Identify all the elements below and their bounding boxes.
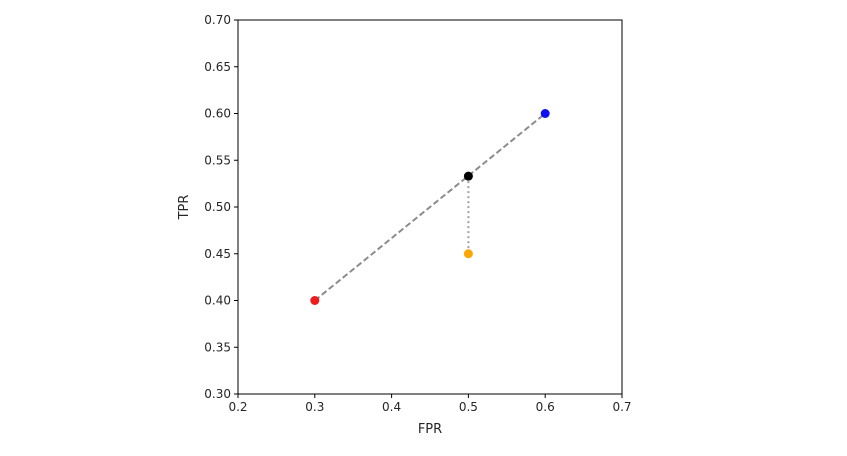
y-tick-label: 0.35 — [204, 340, 231, 354]
x-tick-label: 0.6 — [536, 400, 555, 414]
series-lines — [314, 112, 546, 302]
x-tick-label: 0.7 — [612, 400, 631, 414]
data-point — [463, 249, 473, 259]
y-tick-label: 0.60 — [204, 107, 231, 121]
x-tick-label: 0.3 — [305, 400, 324, 414]
data-points — [310, 109, 550, 305]
y-tick-label: 0.45 — [204, 247, 231, 261]
y-axis-label: TPR — [177, 195, 192, 221]
x-tick-label: 0.5 — [459, 400, 478, 414]
x-tick-label: 0.2 — [228, 400, 247, 414]
y-tick-label: 0.55 — [204, 153, 231, 167]
x-axis-ticks: 0.2 0.3 0.4 0.5 0.6 0.7 — [228, 394, 632, 414]
y-tick-label: 0.50 — [204, 200, 231, 214]
y-tick-label: 0.40 — [204, 294, 231, 308]
y-tick-label: 0.30 — [204, 387, 231, 401]
x-axis-label: FPR — [418, 422, 442, 437]
data-point — [310, 296, 320, 305]
y-tick-label: 0.65 — [204, 60, 231, 74]
data-point — [463, 171, 473, 181]
x-tick-label: 0.4 — [382, 400, 401, 414]
dashed-connector-line — [314, 112, 546, 302]
y-tick-label: 0.70 — [204, 13, 231, 27]
data-point — [540, 109, 550, 118]
y-axis-ticks: 0.70 0.65 0.60 0.55 0.50 0.45 0.40 0.35 0.30 — [204, 13, 238, 401]
